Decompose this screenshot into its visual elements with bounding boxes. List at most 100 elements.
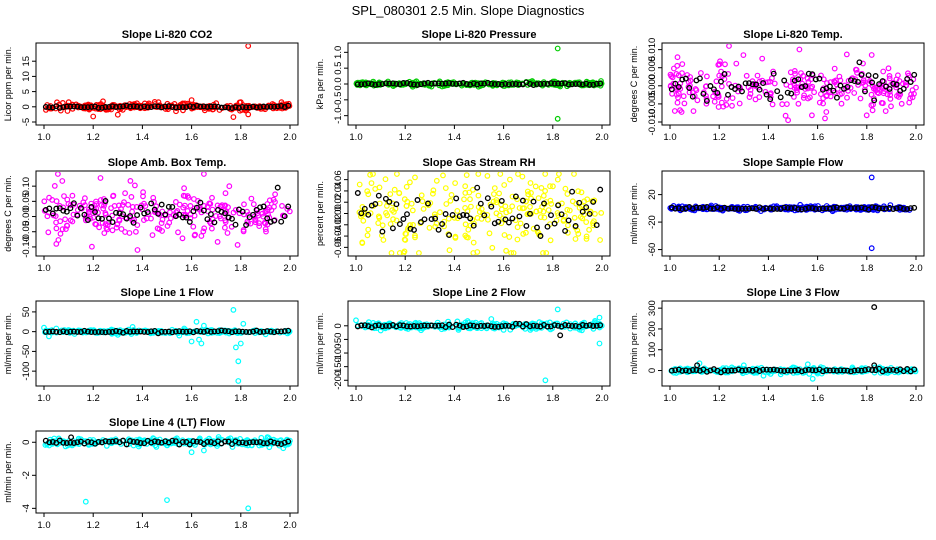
reference-point	[400, 322, 407, 329]
data-point	[102, 211, 109, 218]
reference-point	[179, 104, 186, 111]
data-point	[69, 218, 76, 225]
chart-panel-2: Slope Li-820 Pressure 1.0 1.2 1.4 1.6 1.8 2.0 -…	[315, 29, 611, 143]
data-point	[462, 221, 469, 228]
x-tick-label: 1.8	[860, 132, 873, 143]
reference-point	[453, 195, 460, 202]
y-tick-label: 5	[21, 89, 32, 94]
data-point	[864, 76, 871, 82]
reference-point	[197, 328, 204, 335]
reference-point	[467, 322, 474, 329]
data-point	[221, 224, 228, 231]
reference-point	[812, 76, 819, 83]
y-tick-label: -4	[21, 504, 32, 512]
reference-point	[446, 232, 453, 239]
data-point	[407, 222, 413, 229]
reference-point	[781, 368, 788, 374]
data-point	[393, 217, 400, 224]
outlier-point	[554, 306, 561, 313]
data-point	[887, 95, 894, 102]
reference-point	[137, 440, 144, 446]
reference-point	[102, 198, 109, 204]
reference-point	[791, 367, 798, 374]
data-point	[527, 180, 534, 186]
data-point	[248, 195, 255, 202]
reference-point	[484, 79, 491, 86]
reference-point	[130, 219, 137, 226]
reference-point	[530, 82, 537, 89]
reference-point	[425, 79, 431, 86]
x-tick-label: 1.0	[37, 263, 50, 274]
reference-point	[281, 328, 288, 335]
reference-point	[679, 76, 686, 83]
data-point	[886, 72, 893, 79]
x-tick-label: 2.0	[595, 393, 608, 404]
x-tick-label: 2.0	[909, 132, 922, 143]
data-point	[61, 193, 67, 200]
data-point	[524, 211, 531, 218]
reference-point	[99, 329, 105, 336]
data-point	[401, 236, 408, 243]
x-tick-label: 1.4	[762, 132, 775, 143]
x-tick-label: 1.8	[546, 393, 559, 404]
reference-point	[791, 204, 798, 211]
reference-point	[742, 367, 749, 374]
y-tick-label: -1.0	[333, 107, 344, 123]
data-point	[59, 226, 66, 233]
data-point	[722, 61, 728, 68]
x-tick-label: 1.2	[399, 393, 412, 404]
reference-point	[463, 323, 470, 330]
scatter-points	[668, 304, 919, 382]
reference-point	[534, 81, 540, 88]
data-point	[497, 172, 504, 177]
reference-point	[435, 322, 442, 329]
reference-point	[890, 366, 897, 373]
data-point	[125, 201, 132, 208]
reference-point	[253, 104, 260, 111]
outlier-point	[785, 117, 791, 124]
reference-point	[576, 81, 583, 87]
reference-point	[805, 70, 812, 77]
reference-point	[551, 322, 558, 329]
data-point	[506, 208, 513, 214]
reference-point	[488, 203, 495, 210]
reference-point	[116, 103, 123, 110]
x-tick-label: 1.2	[87, 263, 100, 274]
reference-point	[271, 217, 278, 224]
reference-point	[491, 323, 498, 330]
reference-point	[700, 90, 707, 97]
y-axis-label: ml/min per min.	[3, 441, 13, 503]
reference-point	[144, 209, 151, 216]
reference-point	[400, 80, 407, 86]
y-axis-label: ml/min per min.	[315, 313, 325, 375]
reference-point	[802, 367, 809, 374]
data-point	[360, 217, 367, 224]
reference-point	[60, 328, 67, 335]
data-point	[88, 200, 95, 207]
data-point	[116, 217, 123, 224]
data-point	[503, 209, 510, 216]
reference-point	[481, 323, 488, 329]
reference-point	[710, 86, 717, 93]
data-point	[176, 201, 183, 208]
data-point	[467, 196, 473, 203]
reference-point	[49, 328, 56, 335]
data-point	[496, 212, 503, 219]
reference-point	[285, 102, 292, 109]
reference-point	[183, 104, 190, 111]
reference-point	[229, 329, 235, 336]
data-point	[403, 183, 410, 190]
reference-point	[411, 81, 417, 88]
reference-point	[120, 103, 127, 110]
outlier-point	[245, 111, 252, 118]
reference-point	[696, 75, 703, 82]
reference-point	[46, 328, 53, 335]
data-point	[484, 172, 491, 179]
data-point	[69, 192, 76, 199]
reference-point	[285, 203, 292, 210]
data-point	[510, 250, 517, 255]
reference-point	[144, 329, 151, 335]
chart-title: Slope Gas Stream RH	[422, 157, 535, 169]
reference-point	[826, 367, 833, 374]
data-point	[509, 193, 516, 200]
